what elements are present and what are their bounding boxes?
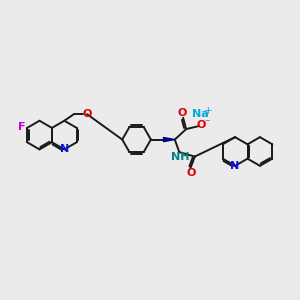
Text: N: N [230, 161, 240, 171]
Text: +: + [204, 106, 213, 116]
Text: N: N [60, 144, 69, 154]
Text: Na: Na [192, 109, 208, 118]
Text: O: O [178, 108, 187, 118]
Text: O: O [82, 109, 92, 118]
Polygon shape [164, 137, 175, 142]
Text: O: O [197, 120, 206, 130]
Text: F: F [18, 122, 26, 132]
Text: ⁻: ⁻ [204, 119, 209, 129]
Text: O: O [186, 168, 196, 178]
Text: NH: NH [171, 152, 190, 162]
